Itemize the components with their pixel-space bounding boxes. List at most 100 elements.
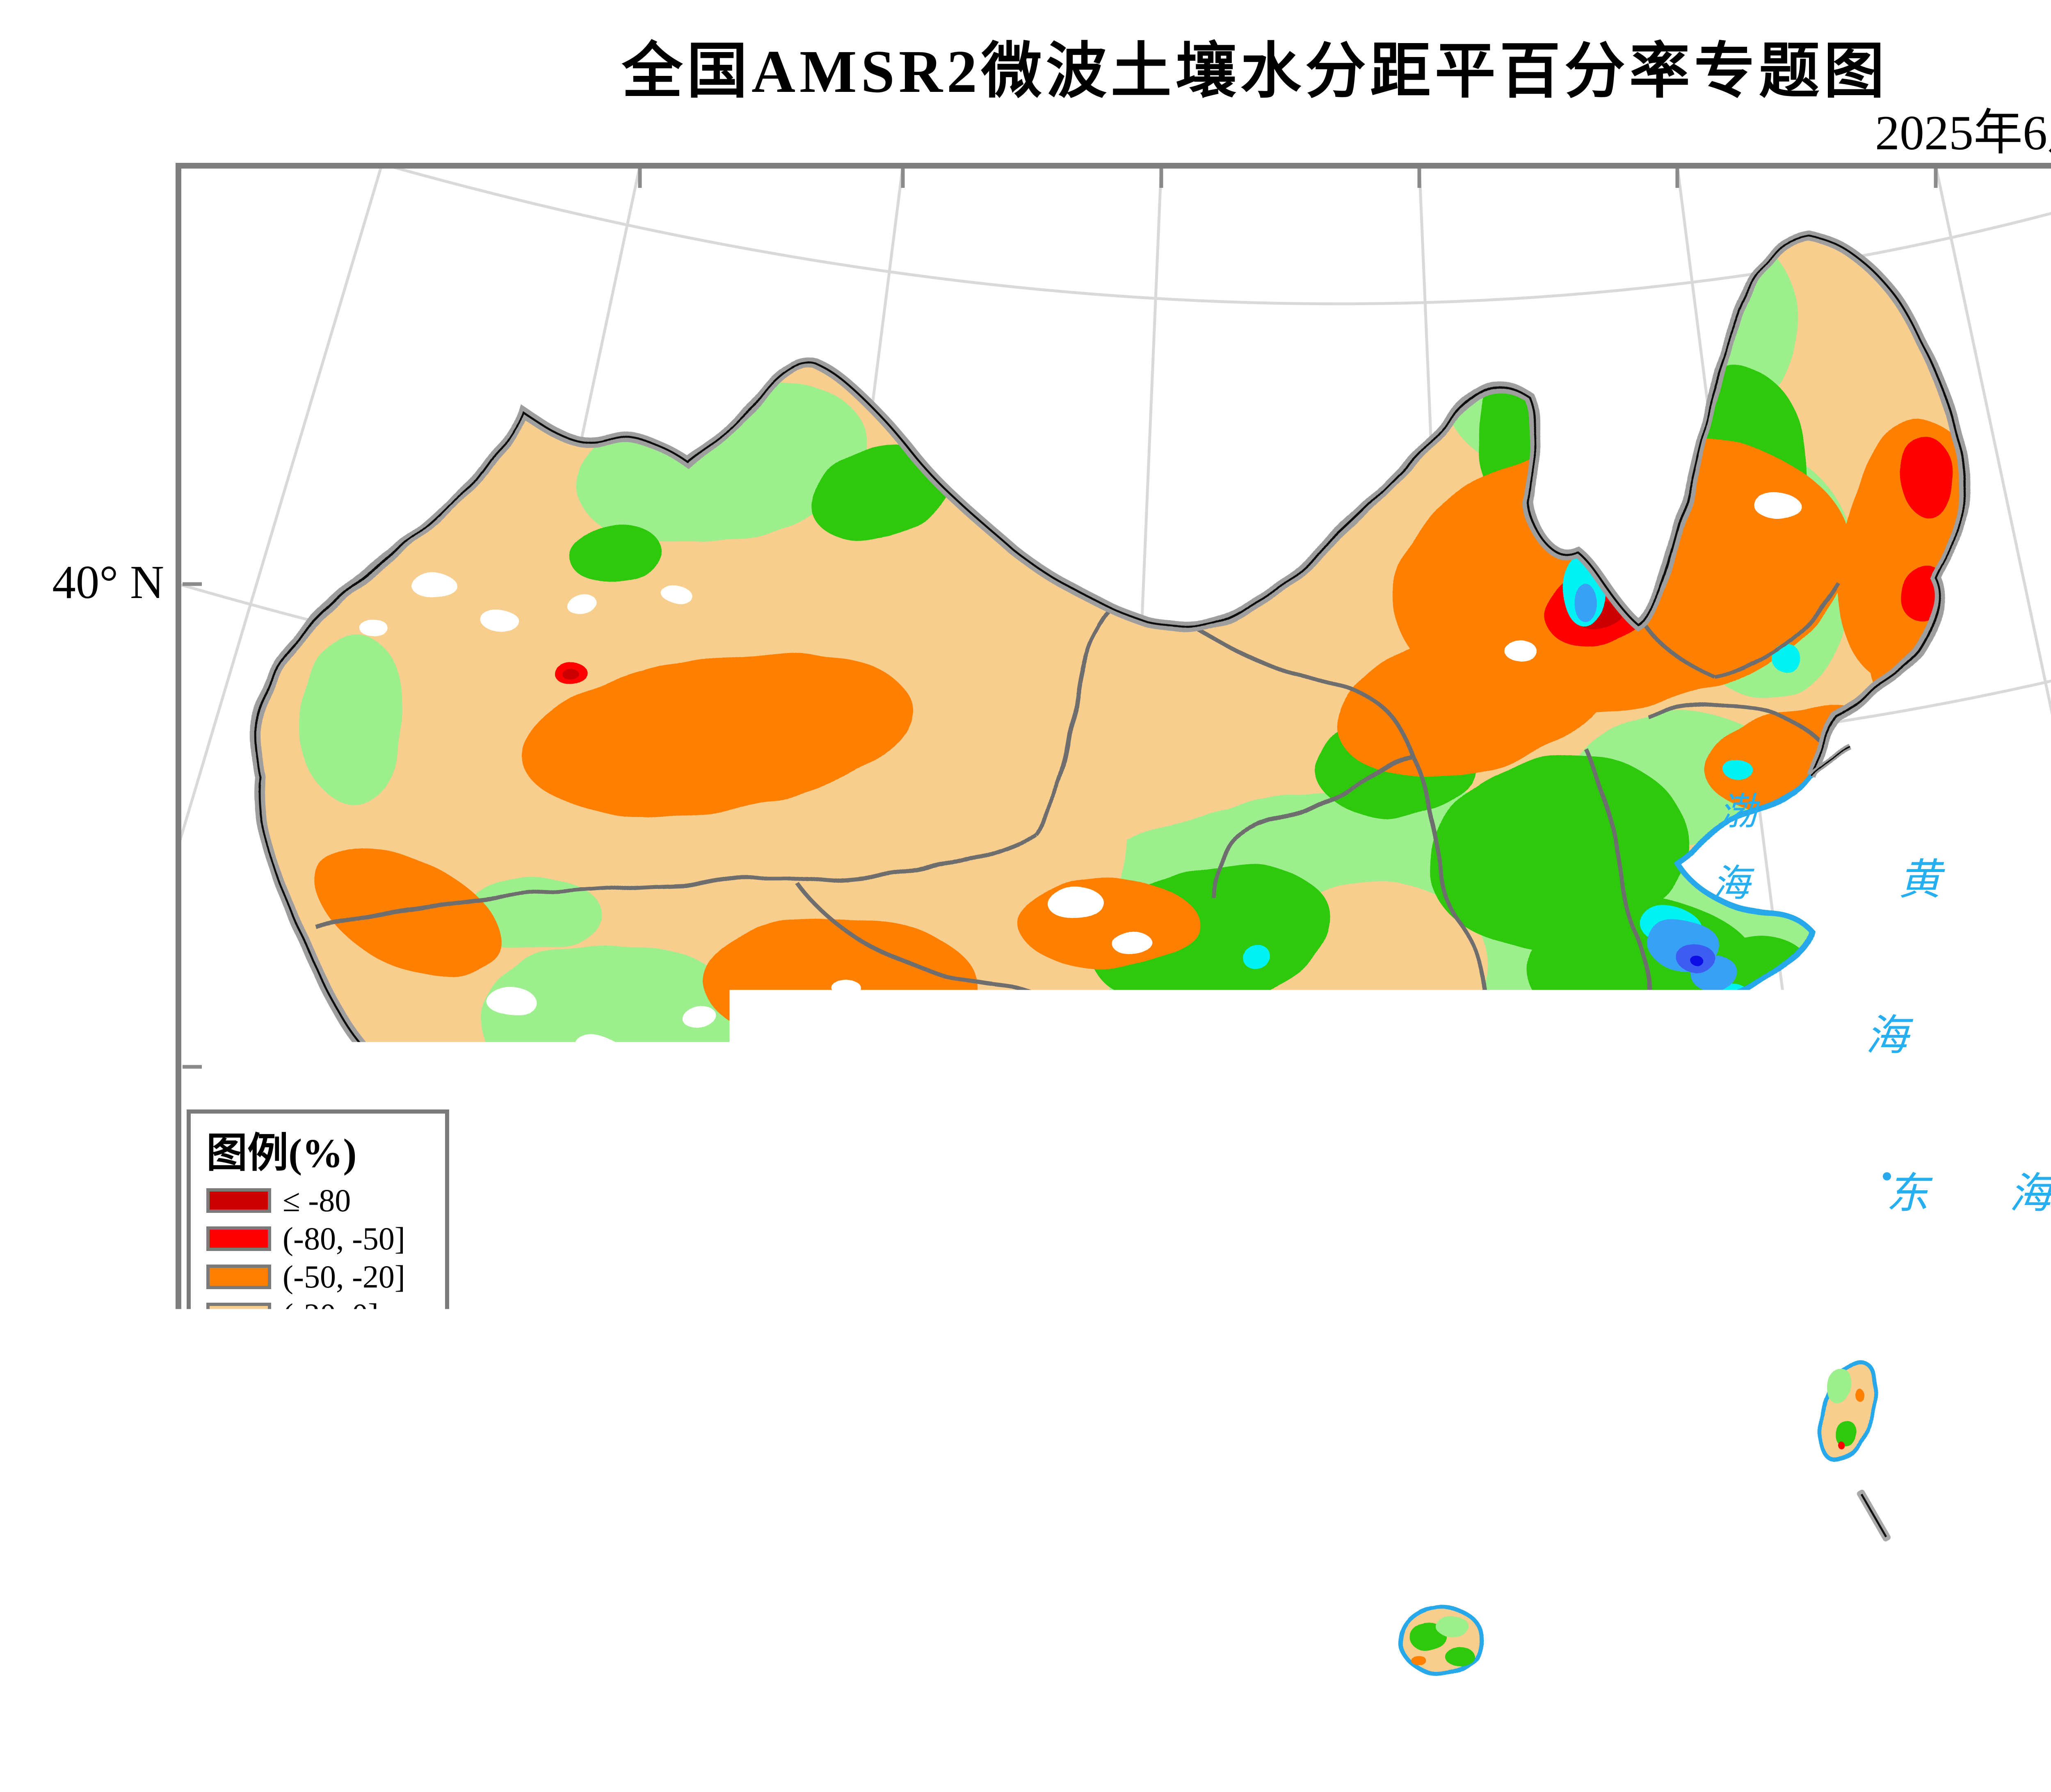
legend-item-label: >200 (283, 1525, 349, 1562)
bohai-label: 海 (1712, 863, 1755, 904)
attribution-line: 中国气象局兰州干旱气象研究所 (507, 1532, 1035, 1580)
map-shape (1725, 761, 1754, 781)
legend-swatch (206, 1417, 271, 1442)
map-shape (829, 976, 857, 993)
y-axis-label: 20° N (29, 1485, 164, 1539)
map-shape (1788, 1002, 1838, 1033)
legend-swatch (206, 1570, 271, 1594)
map-shape (1446, 1647, 1475, 1667)
legend-item: (100, 200] (206, 1486, 445, 1525)
legend-swatch (206, 1532, 271, 1556)
nanhai-label: 南 (1546, 1598, 1598, 1649)
map-shape (1501, 638, 1534, 658)
legend-swatch (206, 1379, 271, 1404)
legend-item-label: 水体或积雪 (283, 1559, 443, 1605)
inset-sea-label: 南 (1957, 1468, 1993, 1502)
map-shape (1717, 1251, 1754, 1272)
legend-swatch (206, 1341, 271, 1365)
map-shape (2017, 1567, 2021, 1571)
map-shape (1856, 1488, 1891, 1542)
map-shape (2004, 1559, 2008, 1563)
south-china-sea-inset: 南 海 南海诸岛 (1957, 1395, 2051, 1708)
taiwan-island (1809, 1355, 1887, 1467)
legend-item: (50, 80] (206, 1410, 445, 1448)
map-shape (490, 991, 539, 1018)
map-shape (1553, 384, 1590, 445)
map-shape (681, 1007, 718, 1028)
map-shape (2045, 1511, 2050, 1516)
map-shape (2031, 1541, 2035, 1545)
map-shape (925, 994, 966, 1016)
legend-item-label: (50, 80] (283, 1411, 384, 1448)
y-axis-label: 30° N (29, 1038, 164, 1092)
legend-item: (-80, -50] (206, 1219, 445, 1258)
map-shape (1697, 1544, 1703, 1550)
map-shape (566, 595, 599, 615)
x-axis-label: 90° E (653, 1721, 760, 1775)
map-shape (1241, 943, 1270, 968)
attribution: 中国气象局兰州干旱气象研究所 审图号：GS(2020)4773号 (507, 1532, 1035, 1629)
map-shape (2006, 1674, 2010, 1678)
map-shape (1839, 1442, 1845, 1450)
map-shape (1861, 1494, 1886, 1537)
map-shape (1883, 1323, 1891, 1331)
legend-item: (-20, 0] (206, 1296, 445, 1334)
map-shape (563, 669, 579, 680)
date-label: 2025年6月下旬 (1875, 92, 2051, 164)
legend-swatch (206, 1303, 271, 1327)
x-axis-label: 120° E (1809, 1721, 1939, 1775)
map-shape (2003, 1521, 2009, 1527)
map-shape (1946, 1292, 1951, 1297)
huanghai-label: 海 (1866, 1012, 1914, 1059)
map-shape (2019, 1541, 2023, 1545)
map-shape (357, 617, 386, 634)
map-shape (777, 1054, 822, 1079)
legend-swatch (206, 1455, 271, 1480)
x-axis-label: 110° E (1421, 1721, 1549, 1775)
map-shape (2000, 1540, 2005, 1545)
map-shape (1795, 1030, 1832, 1057)
legend-item: (80, 100] (206, 1448, 445, 1486)
inset-sea-label: 海 (2016, 1468, 2051, 1502)
legend-item: (0, 20] (206, 1334, 445, 1372)
map-shape (1992, 1528, 1996, 1533)
map-shape (1035, 1083, 1057, 1116)
hainan-island (1401, 1607, 1483, 1674)
map-shape (2001, 1463, 2008, 1469)
map-shape (1999, 1669, 2004, 1674)
map-shape (576, 1034, 617, 1057)
map-shape (1592, 1457, 1628, 1484)
legend: 图例(%) ≤ -80 (-80, -50] (-50, -20] (-20, … (187, 1109, 449, 1587)
map-shape (1026, 1284, 1108, 1341)
map-shape (1708, 1552, 1712, 1557)
map-shape (2035, 1419, 2042, 1425)
x-axis-label: 80° E (257, 1721, 363, 1775)
nanhai-label: 海 (1659, 1598, 1711, 1649)
legend-item: (-50, -20] (206, 1258, 445, 1296)
legend-swatch (206, 1265, 271, 1289)
map-shape (1562, 480, 1603, 525)
map-shape (1009, 1057, 1042, 1075)
map-shape (1971, 1446, 1988, 1456)
legend-swatch (206, 1188, 271, 1213)
map-shape (1222, 1407, 1321, 1464)
legend-item: (20, 50] (206, 1372, 445, 1410)
x-axis-label: 100° E (1030, 1721, 1161, 1775)
map-shape (1112, 932, 1153, 955)
donghai-label: 海 (2009, 1170, 2051, 1217)
legend-item-label: (-50, -20] (283, 1258, 405, 1295)
legend-item-label: (100, 200] (283, 1487, 416, 1524)
legend-item-label: (-20, 0] (283, 1297, 379, 1333)
chiweiyu-label: 赤尾屿 (1904, 1267, 1968, 1291)
bohai-label: 渤 (1719, 791, 1760, 833)
map-shape (1046, 887, 1103, 918)
map-shape (1990, 1464, 1999, 1473)
inset-label-text: 南海诸岛 (2004, 1683, 2051, 1706)
map-shape (1688, 954, 1701, 963)
attribution-line: 审图号：GS(2020)4773号 (507, 1580, 1035, 1629)
map-shape (2028, 1530, 2033, 1535)
map-shape (2012, 1526, 2017, 1531)
map-shape (2014, 1557, 2019, 1561)
legend-swatch (206, 1226, 271, 1251)
map-shape (1996, 1518, 2001, 1523)
